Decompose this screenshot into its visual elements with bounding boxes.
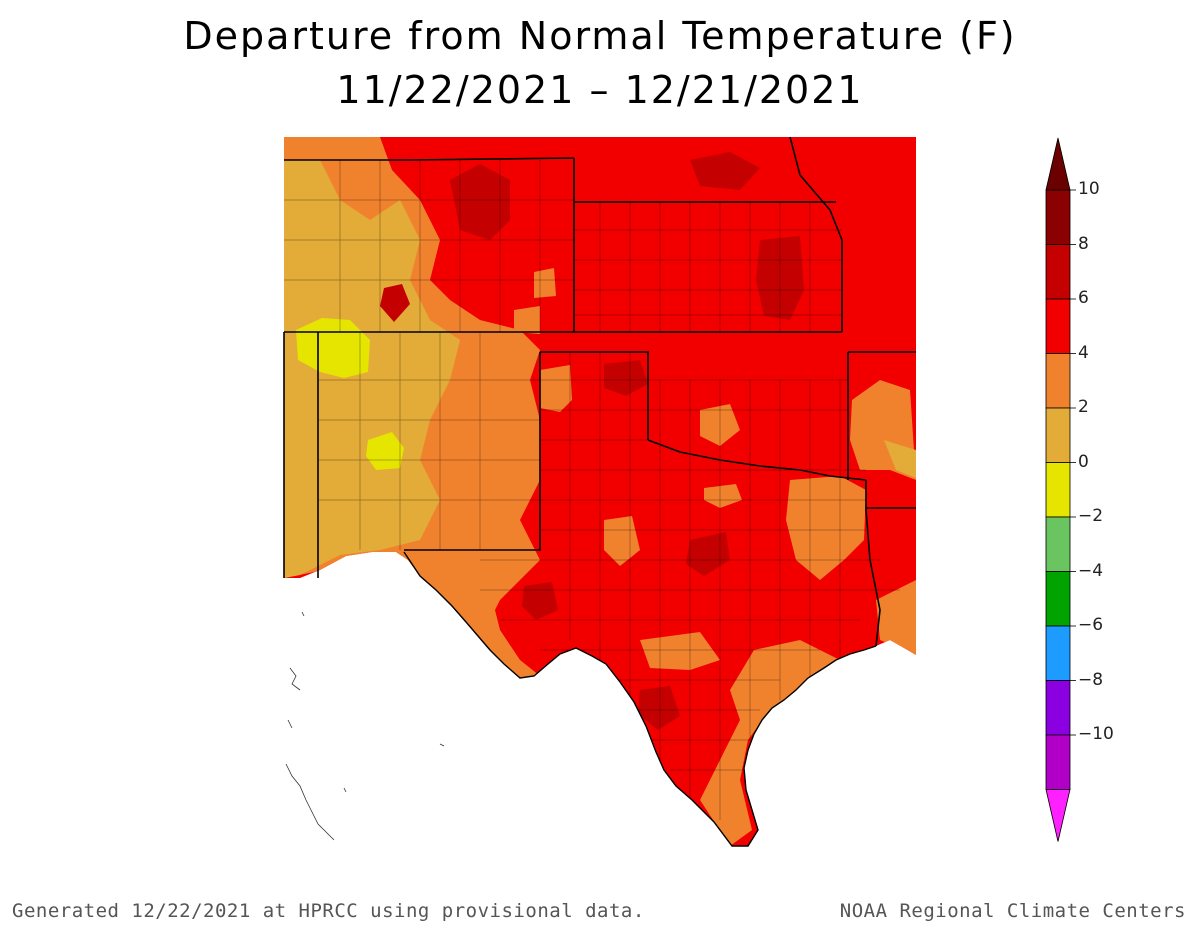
colorbar-tick-label: −6: [1078, 615, 1104, 635]
field-0-to-2-nm: [366, 432, 404, 470]
field-4-to-6-nm-east: [540, 365, 572, 412]
field-0-to-2-nm-south: [338, 556, 352, 578]
colorbar-tick-label: 6: [1078, 288, 1089, 308]
footer-credit: NOAA Regional Climate Centers: [839, 900, 1186, 922]
colorbar-bin: [1045, 353, 1071, 409]
boundary-nm-ok-panhandle: [404, 352, 541, 551]
colorbar-top-triangle: [1045, 137, 1071, 191]
county-lines: [284, 160, 900, 820]
field-8-to-10-nebraska: [690, 152, 760, 190]
field-8-to-10-wyoming: [450, 164, 510, 240]
field-2-to-4-arkansas: [884, 440, 916, 478]
field-4-to-6-gulf-coast: [700, 640, 840, 846]
colorbar-bin: [1045, 189, 1071, 245]
title-line-2: 11/22/2021 – 12/21/2021: [336, 68, 864, 112]
boundary-ok-tx-red-river: [647, 439, 867, 481]
field-4-to-6-north-texas: [704, 484, 742, 508]
colorbar-bin: [1045, 625, 1071, 681]
colorbar-bin: [1045, 407, 1071, 463]
colorbar-tick-label: 8: [1078, 233, 1089, 254]
field-4-to-6-colorado-east: [514, 306, 540, 334]
colorbar-tick-label: −10: [1078, 724, 1114, 744]
texas-border-rio-grande: [403, 551, 877, 847]
colorbar-tick-label: 4: [1078, 342, 1089, 363]
field-4-to-6-louisiana: [876, 580, 916, 655]
colorbar-bin: [1045, 734, 1071, 790]
colorbar-tick-label: −4: [1078, 560, 1104, 581]
field-4-to-6-kansas: [534, 268, 556, 298]
field-4-to-6-texas-panhandle: [604, 516, 640, 566]
colorbar-bin: [1045, 680, 1071, 736]
colorbar-tick-label: 2: [1078, 397, 1089, 417]
colorbar-tick-label: −2: [1078, 506, 1104, 526]
colorbar-bin: [1045, 244, 1071, 300]
field-8-to-10-south-texas: [638, 686, 680, 730]
colorbar-bin: [1045, 298, 1071, 354]
field-8-to-10-west-texas: [522, 582, 558, 620]
colorbar-bin: [1045, 571, 1071, 627]
coastline-outside: [285, 611, 445, 841]
footer-generated-note: Generated 12/22/2021 at HPRCC using prov…: [12, 900, 645, 922]
field-4-to-6-east-texas: [786, 476, 866, 580]
gulf-islands: [301, 611, 445, 793]
colorbar-bottom-triangle: [1045, 789, 1071, 842]
boundary-ok-panhandle: [540, 351, 649, 440]
colorbar-tick-label: 10: [1078, 179, 1100, 199]
field-4-to-6-trans-pecos: [404, 552, 540, 680]
boundary-wy-co-ne: [284, 157, 575, 161]
field-8-to-10-colorado: [380, 284, 410, 322]
baja-coast: [285, 667, 335, 841]
colorbar-tick-label: −8: [1078, 669, 1104, 690]
title-line-1: Departure from Normal Temperature (F): [183, 14, 1017, 58]
boundary-ks-mo: [789, 136, 843, 332]
field-8-to-10-nm: [604, 360, 648, 396]
field-2-to-4-west: [284, 160, 460, 578]
field-0-to-2-sw-colorado: [296, 318, 370, 378]
colorbar-tick-label: 0: [1078, 451, 1089, 472]
field-8-to-10-central-texas: [686, 532, 730, 576]
state-boundaries: [283, 136, 916, 647]
colorbar-bin: [1045, 462, 1071, 518]
colorbar: [1045, 137, 1076, 842]
colorbar-bin: [1045, 516, 1071, 572]
